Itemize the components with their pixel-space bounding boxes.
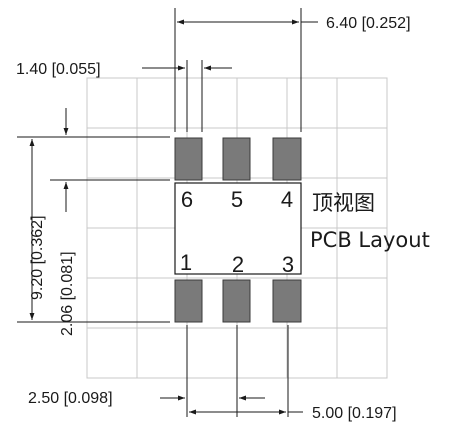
pin-label-1: 1 xyxy=(180,250,192,275)
pin-label-2: 2 xyxy=(232,252,244,277)
pin-label-4: 4 xyxy=(281,187,293,212)
pad-4 xyxy=(272,137,302,181)
dim-pad-length: 2.50 [0.098] xyxy=(28,390,113,407)
title-chinese: 顶视图 xyxy=(312,191,375,215)
dim-pad-height: 2.06 [0.081] xyxy=(59,251,76,336)
pad-5 xyxy=(222,137,251,181)
title-english: PCB Layout xyxy=(310,228,430,252)
pads xyxy=(174,137,302,323)
pad-1 xyxy=(174,279,203,323)
dimension-lines xyxy=(29,19,318,415)
pad-3 xyxy=(272,279,302,323)
dim-overall-width: 6.40 [0.252] xyxy=(326,15,411,32)
pin-label-3: 3 xyxy=(282,252,294,277)
package-outline xyxy=(174,182,302,275)
dim-pitch: 5.00 [0.197] xyxy=(312,405,397,422)
dim-pad-width: 1.40 [0.055] xyxy=(16,61,101,78)
pad-2 xyxy=(222,279,251,323)
extension-lines xyxy=(17,8,302,417)
pad-6 xyxy=(174,137,203,181)
dim-overall-height: 9.20 [0.362] xyxy=(29,215,46,300)
pin-label-6: 6 xyxy=(181,187,193,212)
pin-label-5: 5 xyxy=(231,187,243,212)
